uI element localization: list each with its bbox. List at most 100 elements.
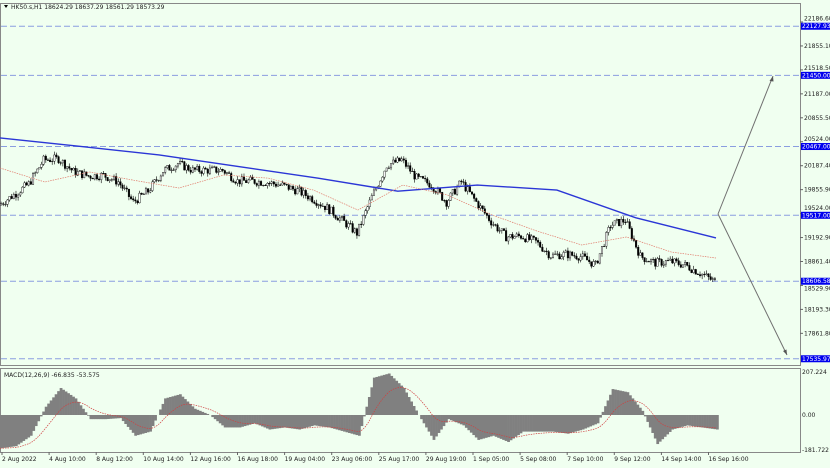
- candle: [147, 188, 150, 195]
- macd-bar: [34, 415, 38, 427]
- candle-body: [72, 168, 75, 171]
- candle-body: [44, 155, 47, 161]
- macd-bar: [171, 396, 175, 415]
- candle: [360, 221, 363, 229]
- candle-body: [191, 167, 194, 173]
- candle: [343, 213, 346, 221]
- macd-bar: [432, 415, 436, 440]
- candle: [134, 196, 137, 204]
- candle-body: [471, 191, 474, 195]
- candle: [113, 174, 116, 182]
- candle-body: [590, 261, 593, 267]
- price-tick-label: 18529.90: [804, 286, 830, 293]
- candle: [594, 260, 597, 265]
- candle: [630, 226, 633, 241]
- macd-bar: [390, 375, 394, 415]
- candle: [688, 262, 691, 272]
- macd-bar: [111, 415, 115, 419]
- candle-body: [345, 220, 348, 228]
- candle: [669, 256, 672, 261]
- time-tick-label: 23 Aug 06:00: [332, 456, 373, 463]
- projection-arrows[interactable]: [717, 75, 788, 356]
- ma-fast-line: [0, 167, 717, 259]
- candle-body: [213, 166, 216, 168]
- macd-bar: [382, 374, 386, 415]
- macd-bar: [44, 406, 48, 415]
- macd-bar: [345, 415, 349, 433]
- macd-bar: [22, 415, 26, 441]
- macd-bar: [69, 394, 73, 415]
- candle-body: [362, 215, 365, 225]
- macd-bar: [355, 415, 359, 436]
- macd-bar: [524, 415, 528, 432]
- macd-bar: [579, 415, 583, 431]
- candle-body: [473, 193, 476, 199]
- candle: [44, 154, 47, 163]
- macd-bar: [330, 415, 334, 429]
- time-tick-label: 5 Sep 08:00: [520, 456, 556, 463]
- candle-body: [573, 255, 576, 257]
- candle-body: [690, 269, 693, 273]
- candle: [417, 172, 420, 180]
- candle: [149, 187, 152, 194]
- candle-body: [688, 265, 691, 271]
- macd-bar: [716, 415, 719, 430]
- candle: [230, 171, 233, 183]
- projection-down-line[interactable]: [717, 213, 788, 356]
- candle-body: [588, 259, 591, 262]
- candle-body: [551, 253, 554, 259]
- time-tick-label: 9 Sep 12:00: [614, 456, 650, 463]
- macd-bar: [151, 415, 155, 427]
- candle-body: [66, 166, 69, 169]
- candle: [292, 184, 295, 192]
- macd-bar: [278, 415, 282, 429]
- candle: [628, 218, 631, 230]
- candle: [151, 179, 154, 193]
- candle: [696, 273, 699, 275]
- candle-body: [360, 223, 363, 225]
- macd-bar: [688, 415, 692, 426]
- candle-body: [255, 183, 258, 186]
- candle: [498, 227, 501, 234]
- macd-bar: [596, 415, 600, 424]
- candle: [690, 268, 693, 274]
- macd-title: MACD(12,26,9) -66.835 -53.575: [4, 372, 100, 379]
- macd-bar: [176, 394, 180, 415]
- candle: [264, 183, 267, 187]
- macd-bar: [407, 397, 411, 415]
- macd-bar: [29, 415, 33, 436]
- macd-bar: [77, 401, 80, 415]
- candle-body: [430, 187, 433, 189]
- projection-up-line[interactable]: [717, 75, 774, 215]
- candle: [383, 170, 386, 180]
- macd-bar: [574, 415, 578, 432]
- macd-bar: [256, 415, 259, 425]
- macd-bar: [203, 412, 207, 415]
- macd-bar: [238, 415, 242, 428]
- macd-bar: [599, 415, 602, 418]
- candle: [485, 212, 488, 219]
- candle-body: [667, 260, 670, 262]
- macd-bar: [59, 388, 63, 415]
- candle: [317, 203, 320, 209]
- candle: [12, 192, 15, 200]
- candle-body: [95, 174, 98, 180]
- candle-body: [55, 154, 58, 157]
- candle: [157, 179, 160, 183]
- macd-signal-line: [0, 387, 717, 449]
- candle-body: [100, 173, 103, 180]
- candle: [123, 184, 126, 191]
- collapse-triangle-icon[interactable]: [4, 5, 8, 8]
- macd-bar: [611, 389, 615, 415]
- candle: [581, 250, 584, 260]
- macd-bar: [82, 408, 85, 415]
- macd-bar: [624, 391, 627, 415]
- candle: [236, 176, 239, 187]
- candle-body: [23, 182, 26, 188]
- candle: [162, 172, 165, 177]
- candle-body: [32, 173, 35, 185]
- macd-bar: [303, 415, 307, 429]
- candle-body: [330, 206, 333, 214]
- level-price-badge: [801, 22, 830, 30]
